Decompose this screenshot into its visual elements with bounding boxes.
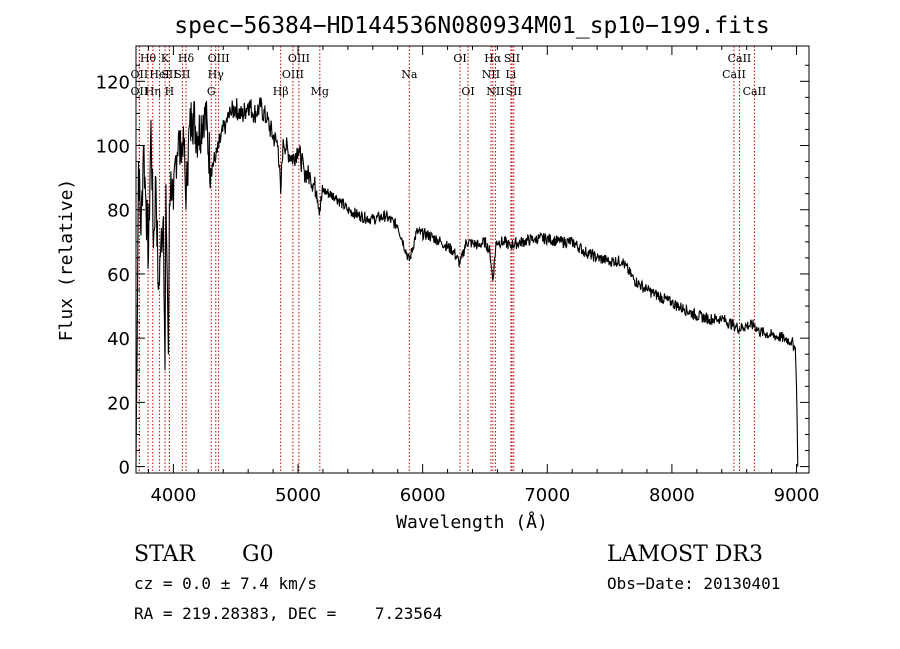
x-tick-label-4: 8000 [649, 485, 695, 506]
line-label-17: Na [401, 68, 418, 81]
x-tick-label-2: 6000 [400, 485, 446, 506]
y-tick-label-1: 20 [107, 393, 130, 414]
line-label-16: Mg [311, 85, 329, 98]
line-label-14: OIII [282, 68, 304, 81]
line-label-5: K [161, 52, 170, 65]
flux-series-line [135, 97, 799, 467]
y-tick-label-0: 0 [119, 458, 130, 479]
line-label-4: HeI [149, 68, 169, 81]
redshift-cz: cz = 0.0 ± 7.4 km/s [134, 574, 317, 593]
line-label-1: OII [131, 68, 149, 81]
x-tick-label-1: 5000 [275, 485, 321, 506]
x-axis-ticks: 4000 5000 6000 7000 8000 9000 [147, 46, 820, 506]
line-label-6: SII [161, 68, 177, 81]
line-label-12: G [207, 85, 216, 98]
y-tick-label-6: 120 [96, 72, 130, 93]
x-axis-label: Wavelength (Å) [396, 511, 548, 533]
object-class: STAR [134, 542, 196, 567]
ra-dec-coordinates: RA = 219.28383, DEC = 7.23564 [134, 604, 442, 623]
line-label-8: Hδ [178, 52, 195, 65]
line-label-23: SII [504, 52, 520, 65]
x-tick-label-5: 9000 [774, 485, 820, 506]
y-tick-label-4: 80 [107, 201, 130, 222]
line-label-0: Hθ [140, 52, 157, 65]
chart-title: spec−56384−HD144536N080934M01_sp10−199.f… [174, 13, 769, 39]
survey-name: LAMOST DR3 [607, 542, 763, 567]
line-label-22: NII [486, 85, 504, 98]
y-tick-label-3: 60 [107, 265, 130, 286]
line-label-3: Hη [145, 85, 161, 98]
line-label-18: OI [453, 52, 466, 65]
line-label-24: Li [505, 68, 516, 81]
line-label-28: CaII [743, 85, 767, 98]
line-label-9: SII [174, 68, 190, 81]
line-label-11: Hγ [208, 68, 225, 81]
y-tick-label-2: 40 [107, 329, 130, 350]
line-label-20: Hα [484, 52, 502, 65]
y-axis-label: Flux (relative) [56, 179, 77, 342]
line-label-7: H [165, 85, 175, 98]
x-tick-label-3: 7000 [524, 485, 570, 506]
line-label-26: CaII [728, 52, 752, 65]
obs-date: Obs−Date: 20130401 [607, 574, 780, 593]
line-label-21: NII [482, 68, 500, 81]
line-label-27: CaII [722, 68, 746, 81]
line-label-10: OIII [208, 52, 230, 65]
object-subclass: G0 [242, 542, 274, 567]
line-label-19: OI [461, 85, 474, 98]
x-tick-label-0: 4000 [150, 485, 196, 506]
line-label-2: OII [131, 85, 149, 98]
line-label-15: OIII [288, 52, 310, 65]
y-axis-ticks: 0 20 40 60 80 100 120 [96, 64, 809, 479]
line-label-25: SII [506, 85, 522, 98]
line-label-13: Hβ [273, 85, 289, 98]
y-tick-label-5: 100 [96, 137, 130, 158]
